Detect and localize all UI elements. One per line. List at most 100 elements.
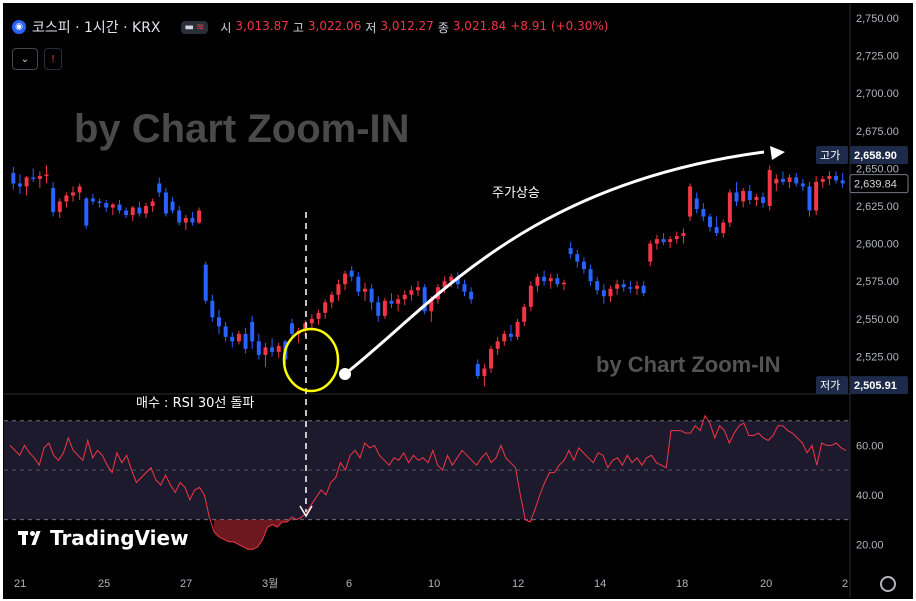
buy-annotation-label: 매수 : RSI 30선 돌파 [136, 396, 254, 411]
indicator-toggle[interactable]: ▬ ≋ [180, 20, 209, 34]
candle-body [568, 248, 573, 255]
candle-body [555, 278, 560, 285]
candle-body [409, 290, 414, 295]
candle-body [144, 206, 149, 214]
ohlc-change-value: +8.91 (+0.30%) [510, 18, 609, 33]
candle-body [289, 323, 294, 334]
candle-body [90, 198, 95, 202]
chevron-down-icon[interactable]: ⌄ [12, 48, 38, 70]
candle-body [376, 302, 381, 316]
candle-body [71, 192, 76, 196]
candle-body [681, 233, 686, 237]
buy-signal-arrowhead [299, 505, 313, 518]
candle-body [236, 333, 241, 342]
candle-body [542, 276, 547, 282]
time-tick-label: 20 [760, 578, 772, 590]
toolbar: ⌄ ! [12, 48, 62, 70]
settings-icon[interactable] [880, 576, 896, 592]
rsi-tick-label: 60.00 [856, 440, 884, 452]
minus-icon: ▬ [184, 21, 194, 33]
ohlc-close-value: 3,021.84 [452, 18, 507, 33]
candle-body [774, 178, 779, 184]
candle-body [349, 270, 354, 277]
candle-body [495, 341, 500, 349]
candle-body [37, 175, 42, 179]
candle-body [170, 201, 175, 211]
candle-body [276, 345, 281, 352]
candle-body [223, 326, 228, 337]
candle-body [210, 300, 215, 318]
candle-body [701, 209, 706, 217]
candle-body [489, 348, 494, 369]
candle-body [635, 285, 639, 289]
candle-body [416, 287, 421, 291]
candle-body [475, 363, 480, 376]
price-rise-arrowhead [770, 146, 785, 160]
time-tick-label: 3월 [262, 577, 278, 590]
candle-body [336, 284, 341, 295]
price-tick-label: 2,725.00 [856, 51, 899, 63]
candle-body [150, 201, 155, 206]
price-chart-svg[interactable]: 2,525.00 2,550.00 2,575.00 2,600.00 2,625.00… [4, 4, 912, 598]
time-tick-label: 12 [512, 578, 524, 590]
ohlc-open-value: 3,013.87 [235, 18, 289, 33]
candle-body [754, 196, 759, 200]
candle-body [827, 175, 832, 179]
candle-body [31, 177, 36, 179]
tradingview-logo[interactable]: TradingView [18, 526, 189, 550]
buy-highlight-circle [282, 327, 340, 393]
candle-body [601, 290, 606, 297]
tradingview-logo-icon [18, 529, 44, 547]
candle-body [356, 276, 361, 292]
candle-body [787, 177, 792, 182]
candle-body [217, 317, 221, 327]
candle-body [727, 192, 732, 223]
candle-body [270, 347, 275, 352]
candle-body [84, 198, 89, 226]
rsi-tick-label: 40.00 [856, 490, 884, 502]
candle-body [747, 190, 752, 200]
price-tick-label: 2,625.00 [856, 201, 899, 213]
candle-body [396, 299, 401, 304]
candle-body [329, 294, 334, 303]
candle-body [814, 181, 819, 211]
candle-body [548, 278, 553, 282]
symbol-title[interactable]: 코스피 · 1시간 · KRX [32, 20, 161, 36]
candle-body [449, 276, 454, 282]
candle-body [163, 192, 168, 214]
rsi-tick-label: 20.00 [856, 539, 884, 551]
chart-frame: 2,525.00 2,550.00 2,575.00 2,600.00 2,625.00… [3, 3, 913, 599]
candle-body [455, 276, 460, 285]
candle-body [64, 195, 69, 202]
price-rise-start-dot [339, 368, 351, 380]
candle-body [250, 321, 255, 342]
candle-body [674, 236, 679, 240]
price-tick-label: 2,675.00 [856, 126, 899, 138]
candle-body [734, 192, 739, 202]
candle-body [369, 288, 374, 303]
symbol-icon: ◉ [12, 20, 26, 34]
ohlc-open-key: 시 [220, 20, 232, 35]
candle-body [694, 198, 699, 210]
candle-body [608, 288, 613, 297]
candle-body [528, 285, 533, 307]
exclamation-icon[interactable]: ! [44, 48, 62, 70]
time-tick-label: 10 [428, 578, 440, 590]
candle-body [469, 291, 474, 300]
candle-body [575, 254, 580, 262]
candle-body [183, 218, 188, 223]
candle-body [389, 300, 394, 304]
candle-body [482, 368, 487, 376]
candle-body [51, 187, 56, 213]
candle-body [588, 269, 593, 282]
ohlc-high-value: 3,022.06 [307, 18, 362, 33]
candle-body [422, 287, 427, 312]
candle-body [800, 183, 805, 187]
candle-body [761, 196, 766, 203]
candle-body [17, 183, 22, 187]
candle-body [741, 190, 746, 202]
candle-body [190, 218, 195, 223]
candle-body [110, 204, 115, 208]
time-tick-label: 25 [98, 578, 110, 590]
price-tick-label: 2,550.00 [856, 314, 899, 326]
